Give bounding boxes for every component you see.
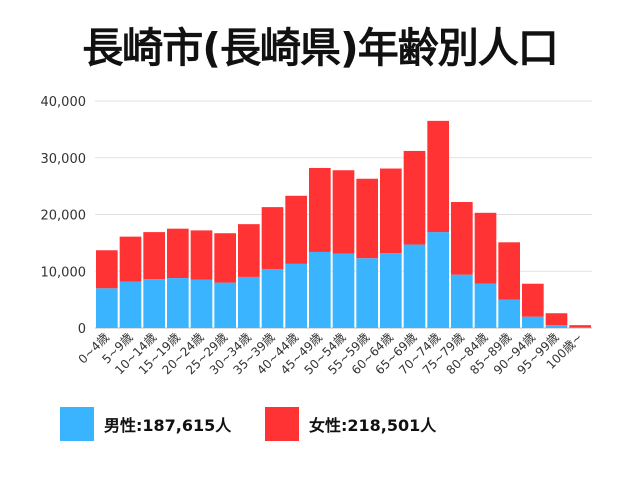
bar-male <box>190 279 213 328</box>
bar-female <box>356 178 378 259</box>
legend-label-male: 男性:187,615人 <box>104 416 232 435</box>
bar-male <box>96 288 118 328</box>
bar-male <box>214 282 236 328</box>
bar-female <box>167 228 189 279</box>
legend-swatch-male <box>60 407 94 441</box>
bar-male <box>285 263 307 328</box>
bar-male <box>309 251 331 328</box>
bar-female <box>545 313 568 326</box>
bar-male <box>474 283 497 328</box>
bar-male <box>238 276 260 328</box>
y-tick-label: 30,000 <box>41 152 87 167</box>
bar-female <box>119 236 142 282</box>
bar-female <box>427 120 449 233</box>
bar-female <box>190 230 213 280</box>
legend-label-female: 女性:218,501人 <box>309 416 437 435</box>
bar-female <box>96 250 118 289</box>
bar-male <box>332 253 355 328</box>
bar-female <box>403 150 426 245</box>
bar-female <box>238 224 260 277</box>
bar-female <box>309 167 331 252</box>
bar-male <box>119 281 142 328</box>
bar-male <box>545 325 568 328</box>
bar-female <box>380 168 402 254</box>
legend-swatch-female <box>265 407 299 441</box>
bar-male <box>451 274 473 328</box>
bar-female <box>214 233 236 283</box>
bar-female <box>143 232 165 280</box>
y-tick-label: 10,000 <box>41 265 87 280</box>
bar-male <box>143 279 165 328</box>
bar-male <box>356 258 378 328</box>
bar-female <box>451 202 473 275</box>
bar-female <box>522 283 544 317</box>
y-tick-label: 20,000 <box>41 209 87 224</box>
bar-female <box>498 242 520 300</box>
bar-male <box>522 316 544 328</box>
bar-female <box>261 207 284 269</box>
bar-female <box>569 325 591 328</box>
y-tick-label: 0 <box>78 322 86 337</box>
bar-male <box>380 253 402 328</box>
bar-male <box>498 299 520 328</box>
bar-male <box>427 232 449 328</box>
bar-female <box>332 170 355 254</box>
bar-male <box>403 244 426 328</box>
legend-item-female: 女性:218,501人 <box>265 407 436 441</box>
y-tick-label: 40,000 <box>41 95 87 110</box>
bar-female <box>285 195 307 264</box>
bar-female <box>474 212 497 284</box>
bar-chart: 010,00020,00030,00040,0000~4歳5~9歳10~14歳1… <box>41 95 592 377</box>
bar-male <box>261 268 284 328</box>
chart-title: 長崎市(長崎県)年齢別人口 <box>82 24 558 72</box>
bar-male <box>569 327 591 328</box>
legend-item-male: 男性:187,615人 <box>60 407 231 441</box>
bar-male <box>167 278 189 328</box>
